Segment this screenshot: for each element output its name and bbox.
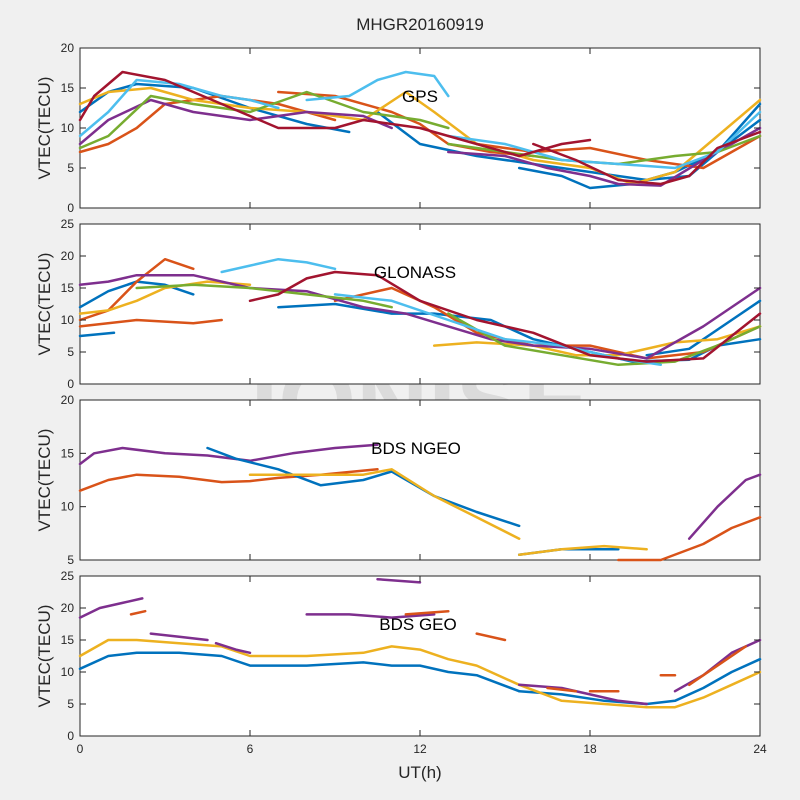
- series-line-1-9: [78, 273, 408, 315]
- series-line-2-3: [617, 516, 762, 562]
- panel-bds-geo-label: BDS GEO: [379, 615, 456, 634]
- series-line-3-3: [517, 670, 762, 709]
- series-line-3-17: [687, 645, 748, 687]
- panel-bds-ngeo-ylabel: VTEC(TECU): [35, 429, 54, 532]
- series-line-0-17: [532, 130, 762, 186]
- series-line-1-11: [135, 283, 393, 309]
- y-tick-label-0: 0: [67, 201, 74, 215]
- y-tick-label-0: 20: [61, 41, 75, 55]
- y-tick-label-2: 15: [61, 446, 75, 460]
- panel-gps: 0 5 10 15 20 GPS VTEC(TECU): [35, 41, 762, 215]
- series-line-0-4: [277, 90, 535, 158]
- series-line-3-13: [475, 632, 507, 642]
- x-tick-label: 12: [413, 742, 427, 756]
- series-line-3-8: [305, 613, 436, 619]
- y-tick-label-1: 0: [67, 377, 74, 391]
- panel-gps-series: [78, 70, 762, 190]
- series-line-1-0: [78, 331, 116, 338]
- y-tick-label-3: 10: [61, 665, 75, 679]
- series-line-0-10: [78, 90, 450, 150]
- panel-bds-ngeo: 5 10 15 20 BDS NGEO VTEC(TECU): [35, 393, 762, 567]
- panel-bds-geo-ticks: 0 5 10 15 20 25 0 6 12 18 24: [61, 569, 767, 756]
- y-tick-label-0: 5: [67, 161, 74, 175]
- series-line-3-7: [376, 577, 422, 584]
- panel-gps-label: GPS: [402, 87, 438, 106]
- panel-gps-ylabel: VTEC(TECU): [35, 77, 54, 180]
- y-tick-label-3: 20: [61, 601, 75, 615]
- y-tick-label-1: 15: [61, 281, 75, 295]
- figure-title: MHGR20160919: [356, 15, 484, 34]
- y-tick-label-3: 15: [61, 633, 75, 647]
- y-tick-label-0: 15: [61, 81, 75, 95]
- series-line-3-1: [517, 657, 762, 706]
- x-tick-label: 0: [77, 742, 84, 756]
- panel-glonass-ylabel: VTEC(TECU): [35, 253, 54, 356]
- series-line-3-11: [129, 609, 147, 616]
- series-line-2-6: [248, 468, 521, 540]
- panel-bds-geo: 0 5 10 15 20 25 0 6 12 18 24 BDS GEO VTEC(TECU): [35, 569, 767, 756]
- y-tick-label-1: 20: [61, 249, 75, 263]
- series-line-3-12: [404, 609, 450, 616]
- y-tick-label-1: 10: [61, 313, 75, 327]
- y-tick-label-2: 5: [67, 553, 74, 567]
- series-line-0-16: [362, 118, 592, 158]
- x-axis-label: UT(h): [398, 763, 441, 782]
- panel-bds-geo-series: [78, 577, 762, 709]
- panel-gps-ticks: 0 5 10 15 20: [61, 41, 761, 215]
- series-line-1-16: [418, 299, 762, 363]
- panel-bds-geo-axes: [79, 575, 761, 737]
- series-line-3-5: [149, 632, 209, 642]
- series-line-1-3: [645, 299, 762, 357]
- series-line-1-10: [404, 286, 762, 360]
- y-tick-label-1: 5: [67, 345, 74, 359]
- series-line-1-7: [78, 280, 252, 315]
- series-line-3-2: [78, 638, 521, 687]
- series-line-0-14: [447, 110, 762, 170]
- panel-bds-ngeo-ticks: 5 10 15 20: [61, 393, 761, 567]
- series-line-0-13: [305, 70, 450, 102]
- series-line-3-6: [214, 641, 252, 655]
- x-tick-label: 6: [247, 742, 254, 756]
- series-line-3-14: [546, 686, 578, 693]
- panel-bds-ngeo-label: BDS NGEO: [371, 439, 461, 458]
- series-line-3-0: [78, 651, 521, 693]
- y-tick-label-2: 10: [61, 500, 75, 514]
- y-tick-label-2: 20: [61, 393, 75, 407]
- y-tick-label-3: 0: [67, 729, 74, 743]
- series-line-0-15: [78, 70, 365, 130]
- series-line-2-1: [687, 473, 762, 540]
- series-line-1-15: [248, 270, 422, 303]
- y-tick-label-3: 25: [61, 569, 75, 583]
- series-line-1-13: [220, 257, 337, 274]
- series-line-0-12: [78, 78, 280, 138]
- panel-glonass: 0 5 10 15 20 25 GLONASS VTEC(TECU): [35, 217, 762, 391]
- y-tick-label-3: 5: [67, 697, 74, 711]
- panel-glonass-series: [78, 257, 762, 367]
- series-line-3-4: [78, 597, 144, 619]
- series-line-0-8: [78, 98, 393, 146]
- y-tick-label-0: 10: [61, 121, 75, 135]
- series-line-0-1: [376, 110, 762, 182]
- series-line-2-0: [78, 443, 379, 466]
- panel-glonass-ticks: 0 5 10 15 20 25: [61, 217, 761, 391]
- x-tick-label: 24: [753, 742, 767, 756]
- series-line-0-5: [475, 134, 762, 170]
- panel-bds-geo-ylabel: VTEC(TECU): [35, 605, 54, 708]
- y-tick-label-1: 25: [61, 217, 75, 231]
- x-tick-label: 18: [583, 742, 597, 756]
- series-line-2-7: [517, 544, 648, 556]
- series-line-0-9: [447, 126, 762, 187]
- panel-glonass-label: GLONASS: [374, 263, 456, 282]
- panel-bds-ngeo-axes: [79, 399, 761, 561]
- series-line-1-5: [78, 318, 223, 328]
- series-line-2-4: [206, 446, 521, 528]
- series-line-1-4: [78, 257, 195, 322]
- panel-bds-ngeo-series: [78, 443, 762, 562]
- series-line-1-2: [277, 302, 762, 363]
